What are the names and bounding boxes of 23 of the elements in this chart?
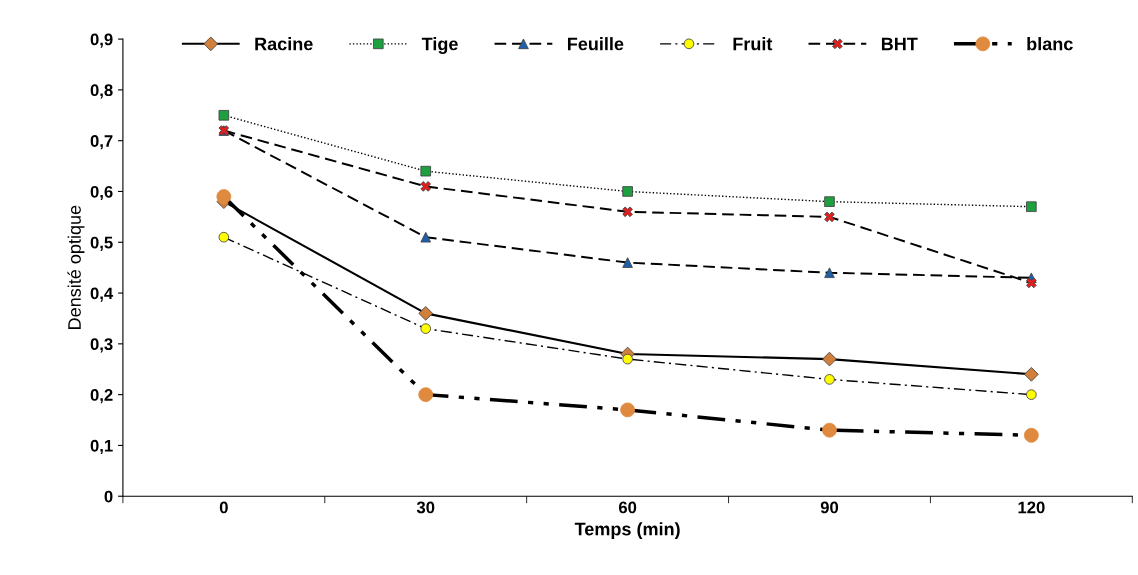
y-tick-label: 0,9	[90, 33, 113, 48]
y-tick-label: 0,5	[90, 236, 113, 251]
legend-label: Racine	[255, 37, 313, 51]
x-tick-label: 90	[820, 501, 839, 514]
y-tick-label: 0,6	[90, 185, 113, 201]
y-tick-label: 0	[104, 490, 113, 503]
legend-label: BHT	[881, 37, 918, 51]
x-tick-label: 30	[416, 501, 435, 514]
legend-label: Fruit	[733, 37, 773, 51]
legend-label: Tige	[421, 37, 458, 54]
legend-label: Feuille	[567, 37, 624, 51]
y-tick-label: 0,8	[90, 84, 113, 99]
x-tick-label: 120	[1018, 501, 1045, 514]
y-tick-label: 0,7	[90, 135, 113, 150]
y-tick-label: 0,3	[90, 338, 113, 353]
y-tick-label: 0,1	[90, 439, 113, 455]
y-tick-label: 0,2	[90, 389, 113, 404]
x-tick-label: 60	[618, 501, 637, 514]
legend-label: blanc	[1027, 37, 1073, 51]
x-axis-title: Temps (min)	[574, 522, 680, 540]
y-axis-title: Densité optique	[67, 205, 85, 329]
x-tick-label: 0	[219, 501, 228, 514]
y-tick-label: 0,4	[90, 287, 114, 302]
